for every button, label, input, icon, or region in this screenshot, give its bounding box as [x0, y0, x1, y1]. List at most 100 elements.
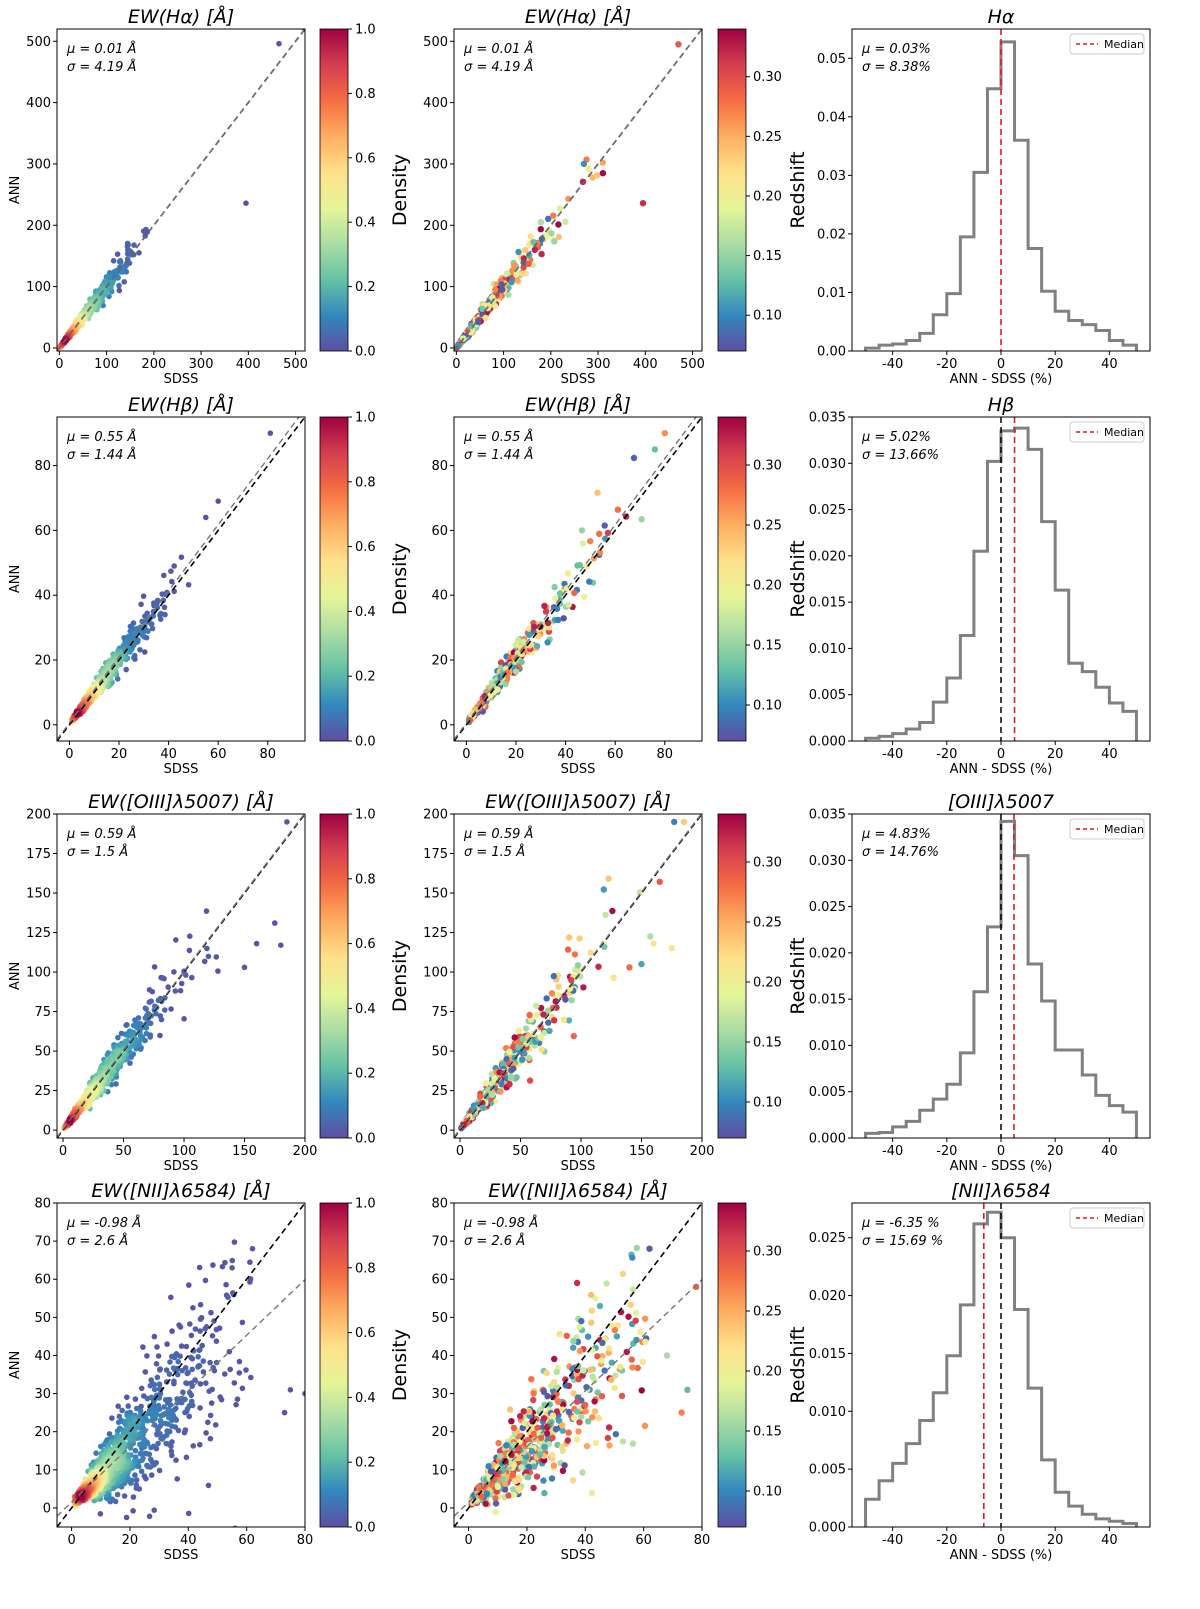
x-tick-label: 80 — [657, 747, 674, 762]
data-point — [520, 255, 527, 262]
data-point — [514, 277, 521, 284]
data-point — [541, 602, 548, 610]
data-point — [600, 886, 607, 893]
data-point — [151, 1507, 157, 1513]
data-point — [222, 1259, 228, 1266]
data-point — [97, 1511, 104, 1517]
data-point — [503, 270, 510, 277]
data-point — [287, 1387, 294, 1393]
x-tick-label: 0 — [456, 1144, 464, 1159]
data-point — [185, 582, 192, 588]
colorbar-tick-label: 0.15 — [753, 1036, 782, 1051]
data-point — [568, 997, 575, 1004]
data-point — [576, 935, 583, 942]
y-tick-label: 100 — [423, 280, 448, 295]
data-point — [153, 1361, 160, 1367]
data-point — [217, 1394, 223, 1400]
y-tick-label: 0.030 — [809, 457, 846, 472]
data-point — [155, 1440, 161, 1447]
chart-title: Hβ — [988, 394, 1014, 416]
y-axis-label: ANN — [8, 962, 23, 990]
data-point — [544, 1007, 552, 1014]
data-point — [236, 1358, 243, 1365]
data-point — [513, 270, 520, 277]
data-point — [565, 1017, 573, 1024]
data-point — [161, 604, 168, 611]
data-point — [661, 430, 668, 437]
data-point — [149, 625, 156, 632]
y-tick-label: 0.005 — [809, 688, 846, 703]
data-point — [140, 1344, 146, 1350]
x-tick-label: 50 — [115, 1144, 132, 1159]
data-point — [202, 1325, 208, 1332]
data-point — [231, 1380, 238, 1386]
data-point — [181, 1429, 188, 1436]
data-point — [141, 1473, 148, 1479]
data-point — [497, 1088, 504, 1095]
x-axis-label: SDSS — [561, 372, 596, 387]
data-point — [185, 1369, 191, 1376]
data-point — [207, 1412, 214, 1419]
data-point — [247, 1276, 254, 1282]
data-point — [156, 1467, 163, 1474]
data-point — [212, 1422, 219, 1428]
data-point — [586, 578, 593, 585]
data-point — [147, 1456, 154, 1463]
y-tick-label: 60 — [34, 524, 51, 539]
data-point — [609, 907, 616, 915]
data-point — [172, 988, 179, 994]
data-point — [537, 1004, 545, 1012]
data-point — [519, 270, 526, 277]
data-point — [130, 1508, 136, 1514]
data-point — [158, 610, 164, 617]
x-tick-label: 500 — [283, 357, 308, 372]
data-point — [530, 239, 537, 246]
y-tick-label: 175 — [423, 847, 448, 862]
x-tick-label: -20 — [936, 357, 957, 372]
data-point — [508, 278, 515, 286]
colorbar — [717, 813, 747, 1139]
colorbar — [717, 28, 747, 352]
data-point — [556, 590, 564, 597]
data-point — [174, 1371, 181, 1378]
plot-area — [454, 29, 702, 351]
data-point — [115, 1403, 121, 1409]
colorbar-tick-label: 0.6 — [355, 540, 376, 555]
data-point — [183, 1343, 190, 1350]
data-point — [161, 1434, 167, 1440]
data-point — [302, 1390, 305, 1397]
data-point — [519, 1035, 526, 1042]
colorbar-tick-label: 0.4 — [355, 216, 376, 231]
data-point — [121, 279, 127, 285]
data-point — [115, 1034, 121, 1041]
colorbar-tick-label: 0.30 — [753, 70, 782, 85]
data-point — [489, 1091, 496, 1099]
data-point — [114, 1428, 121, 1434]
x-axis-label: SDSS — [561, 762, 596, 777]
y-tick-label: 0.010 — [809, 642, 846, 657]
colorbar-tick-label: 0.4 — [355, 1002, 376, 1017]
data-point — [158, 974, 164, 981]
data-point — [229, 1257, 236, 1264]
y-axis-label: ANN — [8, 176, 23, 204]
data-point — [154, 1374, 161, 1381]
data-point — [210, 1262, 216, 1268]
y-tick-label: 0.01 — [817, 286, 846, 301]
data-point — [168, 568, 174, 574]
histogram-bar — [960, 237, 974, 351]
x-tick-label: 20 — [1047, 747, 1064, 762]
data-point — [142, 1415, 149, 1421]
colorbar-tick-label: 0.2 — [355, 670, 376, 685]
histogram-bar — [879, 736, 893, 741]
colorbar-tick-label: 0.15 — [753, 639, 782, 654]
data-point — [594, 489, 601, 496]
x-tick-label: 20 — [1047, 1144, 1064, 1159]
data-point — [581, 593, 588, 600]
one-to-one-line — [57, 417, 305, 741]
y-tick-label: 0.010 — [809, 1039, 846, 1054]
data-point — [178, 554, 185, 560]
panel-3-2: 0 50 100 150 2000255075100125150175200SDSSEW… — [423, 790, 809, 1174]
data-point — [114, 251, 121, 257]
x-tick-label: 100 — [172, 1144, 197, 1159]
colorbar — [717, 416, 747, 742]
